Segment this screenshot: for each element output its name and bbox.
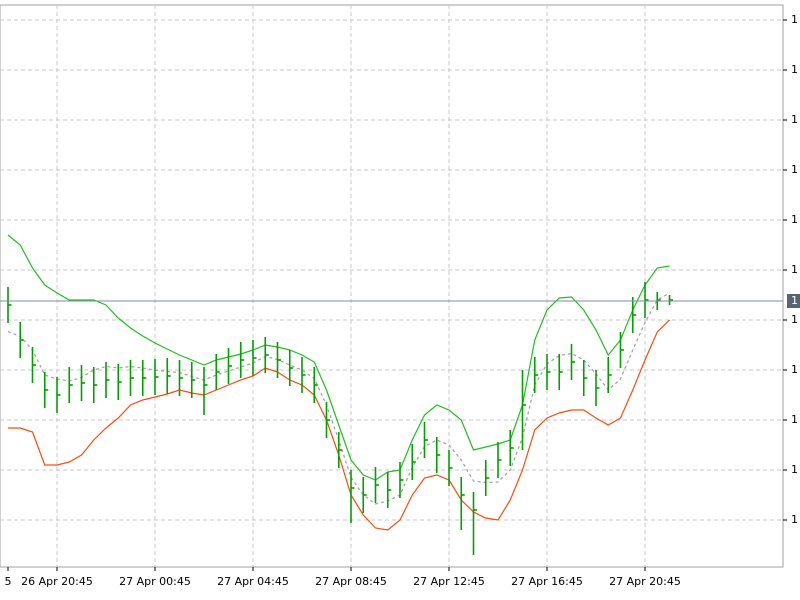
y-tick-label: 1	[791, 413, 798, 426]
y-tick-label: 1	[791, 63, 798, 76]
y-tick-label: 1	[791, 313, 798, 326]
x-tick-label: 27 Apr 20:45	[609, 575, 681, 588]
y-tick-label: 1	[791, 163, 798, 176]
y-tick-label: 1	[791, 213, 798, 226]
y-tick-label: 1	[791, 463, 798, 476]
x-tick-label: 27 Apr 00:45	[119, 575, 191, 588]
x-tick-label: 5	[5, 575, 12, 588]
y-tick-label: 1	[791, 113, 798, 126]
x-tick-label: 27 Apr 12:45	[413, 575, 485, 588]
current-price-label: 1	[791, 294, 798, 307]
y-tick-label: 1	[791, 13, 798, 26]
x-tick-label: 27 Apr 04:45	[217, 575, 289, 588]
band-line	[7, 234, 670, 481]
plot-area	[0, 4, 784, 568]
y-tick-label: 1	[791, 363, 798, 376]
x-tick-label: 26 Apr 20:45	[21, 575, 93, 588]
y-tick-label: 1	[791, 513, 798, 526]
x-tick-label: 27 Apr 08:45	[315, 575, 387, 588]
y-tick-label: 1	[791, 263, 798, 276]
x-tick-label: 27 Apr 16:45	[511, 575, 583, 588]
current-price-box	[787, 294, 800, 308]
